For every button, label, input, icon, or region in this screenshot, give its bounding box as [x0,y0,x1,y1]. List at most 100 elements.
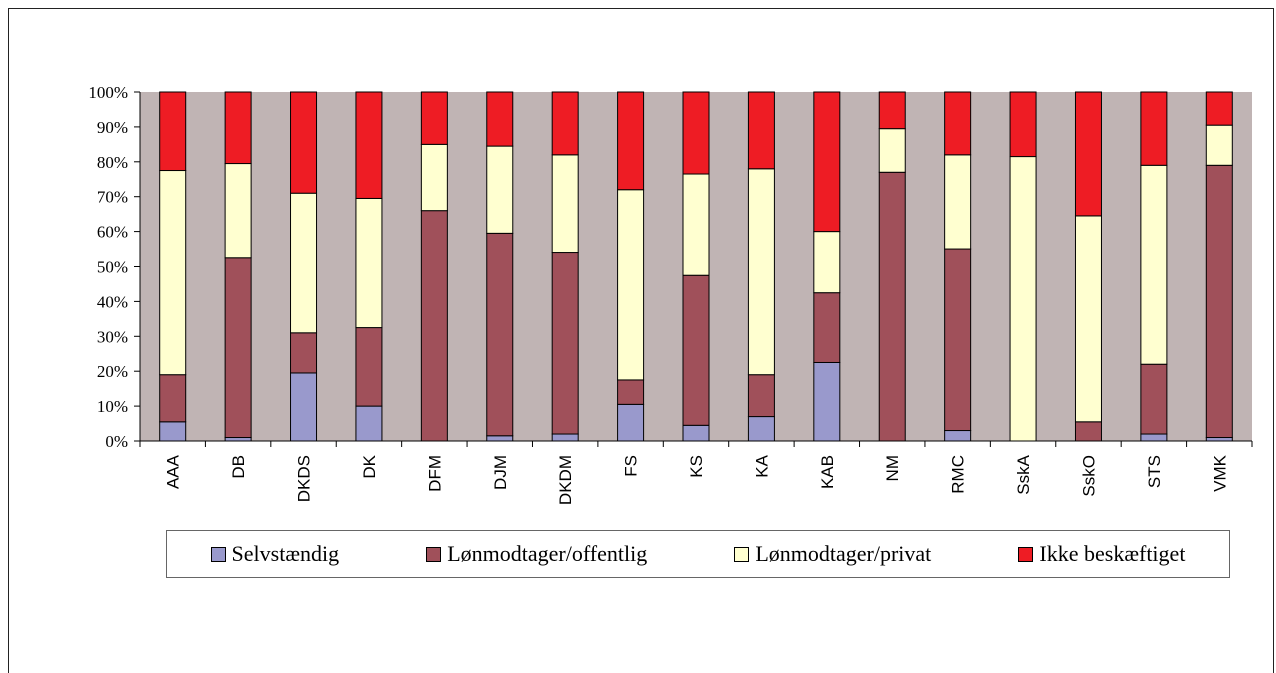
bar-segment [682,91,710,175]
legend-label: Lønmodtager/privat [755,541,932,566]
bar-segment [355,91,383,199]
y-tick-label: 10% [97,397,128,416]
legend-swatch [426,546,442,562]
bar-segment [1205,437,1233,442]
x-category-label: STS [1145,455,1164,488]
bar-segment [551,252,579,435]
bar-segment [1140,91,1168,166]
legend: Selvstændig Lønmodtager/offentlig Lønmodta… [166,530,1230,578]
x-category-label: KS [687,455,706,478]
bar-segment [944,430,972,442]
bar-segment [1140,363,1168,435]
legend-label: Ikke beskæftiget [1039,541,1186,566]
bar-segment [944,248,972,432]
legend-label: Selvstændig [231,541,340,566]
legend-item: Lønmodtager/offentlig [426,541,647,567]
legend-swatch [1018,546,1034,562]
bar-segment [813,292,841,363]
bar-segment [1205,164,1233,439]
x-category-label: KA [752,454,771,477]
bar-segment [224,163,252,259]
bar-segment [1205,124,1233,166]
bar-segment [290,192,318,334]
bar-segment [747,416,775,442]
bar-segment [159,374,187,423]
bar-segment [290,372,318,442]
bar-segment [224,437,252,442]
bar-segment [486,232,514,437]
bar-segment [617,189,645,381]
bar-segment [551,154,579,254]
bar-segment [747,168,775,376]
legend-swatch [210,546,226,562]
bar-segment [944,91,972,156]
bar-segment [224,257,252,439]
bar-segment [551,91,579,156]
bar-segment [486,145,514,234]
bar-segment [224,91,252,165]
x-category-label: DK [360,454,379,478]
bar-segment [290,332,318,374]
bar-segment [355,197,383,329]
bar-segment [1074,91,1102,217]
bar-segment [159,170,187,376]
bar-segment [747,374,775,418]
y-tick-label: 60% [97,223,128,242]
x-category-label: SskO [1079,455,1098,497]
bar-segment [159,421,187,442]
bar-segment [1009,156,1037,442]
x-category-label: RMC [949,455,968,494]
x-category-label: DJM [491,455,510,490]
y-tick-label: 80% [97,153,128,172]
bar-segment [1140,164,1168,365]
bar-segment [878,171,906,442]
bar-segment [617,403,645,442]
y-tick-label: 40% [97,292,128,311]
x-category-label: VMK [1210,454,1229,492]
bar-segment [617,379,645,405]
bar-segment [1074,421,1102,442]
bar-segment [813,361,841,442]
x-category-label: DKDM [556,455,575,505]
bar-segment [617,91,645,191]
bar-segment [420,91,448,145]
legend-item: Ikke beskæftiget [1018,541,1185,567]
x-category-label: KAB [818,455,837,489]
y-tick-label: 100% [88,83,128,102]
x-category-label: SskA [1014,454,1033,494]
x-category-label: AAA [164,454,183,489]
bar-segment [355,405,383,442]
bar-segment [813,91,841,233]
bar-segment [486,435,514,442]
y-tick-label: 20% [97,362,128,381]
x-category-label: NM [883,455,902,481]
y-tick-label: 70% [97,188,128,207]
legend-swatch [734,546,750,562]
bar-segment [878,128,906,173]
bar-segment [878,91,906,130]
bar-segment [1205,91,1233,126]
bar-segment [747,91,775,170]
y-tick-label: 0% [105,432,128,451]
legend-label: Lønmodtager/offentlig [447,541,648,566]
bar-segment [290,91,318,194]
bar-segment [944,154,972,250]
bar-segment [682,424,710,442]
bar-segment [486,91,514,147]
bar-segment [1074,215,1102,423]
bar-segment [420,143,448,212]
legend-item: Lønmodtager/privat [734,541,931,567]
x-category-label: DFM [425,455,444,492]
bar-segment [355,327,383,407]
bar-segment [159,91,187,172]
x-category-label: DKDS [295,455,314,502]
x-category-label: FS [622,455,641,477]
bar-segment [1009,91,1037,158]
bar-segment [551,433,579,442]
legend-item: Selvstændig [210,541,340,567]
bar-segment [1140,433,1168,442]
x-category-label: DB [229,455,248,479]
bar-segment [682,173,710,276]
y-tick-label: 50% [97,258,128,277]
